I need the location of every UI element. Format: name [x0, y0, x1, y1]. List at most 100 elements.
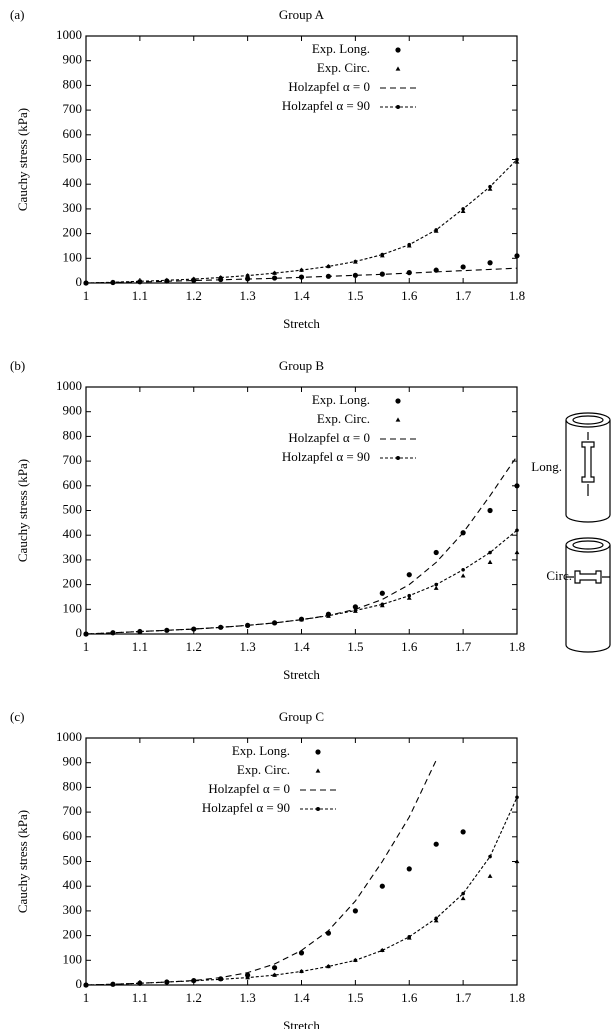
x-tick-label: 1 — [83, 288, 90, 303]
y-tick-label: 1000 — [56, 378, 82, 393]
point — [326, 964, 331, 969]
point — [272, 621, 277, 625]
point — [111, 982, 115, 987]
point — [191, 979, 196, 983]
x-tick-label: 1.4 — [293, 639, 310, 654]
point — [434, 228, 438, 232]
point — [514, 858, 520, 864]
point — [245, 273, 250, 278]
point — [461, 891, 465, 896]
point — [406, 866, 412, 872]
point — [488, 854, 492, 859]
legend-marker — [315, 749, 321, 755]
point — [514, 549, 520, 555]
point — [460, 895, 466, 901]
point — [111, 630, 115, 635]
specimen-circ — [574, 570, 602, 584]
point — [515, 795, 519, 800]
legend-marker — [396, 456, 400, 460]
specimen-diagram: Long. Circ. — [531, 412, 611, 653]
point — [245, 975, 250, 980]
curve — [85, 759, 437, 986]
x-tick-label: 1.4 — [293, 288, 310, 303]
point — [165, 628, 169, 633]
point — [138, 629, 142, 634]
diagram-label: Circ. — [546, 568, 572, 583]
y-tick-label: 800 — [63, 76, 83, 91]
curve — [85, 267, 518, 284]
point — [487, 873, 493, 878]
point — [433, 585, 439, 590]
y-tick-label: 400 — [63, 877, 83, 892]
point — [379, 271, 385, 277]
x-tick-label: 1.5 — [347, 288, 363, 303]
legend-label: Exp. Circ. — [317, 60, 370, 75]
panel-label: (c) — [10, 709, 24, 724]
x-tick-label: 1.2 — [186, 639, 202, 654]
y-tick-label: 600 — [63, 126, 83, 141]
point — [298, 950, 305, 956]
curve — [85, 797, 518, 986]
legend-marker — [395, 417, 401, 422]
point — [487, 559, 493, 564]
point — [245, 623, 250, 628]
point — [111, 280, 115, 285]
point — [433, 918, 439, 923]
point — [84, 281, 88, 285]
cylinder — [565, 545, 611, 653]
y-tick-label: 200 — [63, 225, 83, 240]
point — [460, 208, 466, 213]
legend-label: Exp. Long. — [232, 743, 290, 758]
y-tick-label: 300 — [63, 902, 83, 917]
legend-label: Exp. Circ. — [237, 762, 290, 777]
y-tick-label: 700 — [63, 452, 83, 467]
point — [218, 625, 223, 630]
x-axis-label: Stretch — [283, 1018, 320, 1029]
x-tick-label: 1.6 — [401, 288, 418, 303]
specimen-long — [581, 441, 595, 483]
x-tick-label: 1.8 — [509, 288, 525, 303]
y-tick-label: 400 — [63, 175, 83, 190]
y-tick-label: 900 — [63, 754, 83, 769]
x-tick-label: 1.1 — [132, 639, 148, 654]
y-tick-label: 1000 — [56, 27, 82, 42]
x-tick-label: 1.3 — [240, 639, 256, 654]
x-tick-label: 1.1 — [132, 288, 148, 303]
x-tick-label: 1.3 — [240, 288, 256, 303]
y-tick-label: 700 — [63, 803, 83, 818]
point — [488, 184, 492, 189]
point — [460, 829, 466, 835]
x-tick-label: 1.3 — [240, 990, 256, 1005]
y-tick-label: 600 — [63, 477, 83, 492]
point — [380, 252, 385, 257]
point — [514, 483, 520, 489]
chart-title: Group A — [279, 7, 325, 22]
point — [191, 277, 196, 281]
point — [218, 275, 223, 280]
x-tick-label: 1.6 — [401, 639, 418, 654]
legend-label: Holzapfel α = 0 — [288, 79, 370, 94]
x-tick-label: 1.7 — [455, 990, 472, 1005]
y-tick-label: 200 — [63, 927, 83, 942]
cylinder-hole — [572, 540, 604, 550]
x-axis-label: Stretch — [283, 667, 320, 682]
y-axis-label: Cauchy stress (kPa) — [15, 810, 30, 913]
point — [352, 272, 358, 278]
legend-label: Exp. Long. — [312, 392, 370, 407]
y-tick-label: 500 — [63, 852, 83, 867]
point — [379, 883, 385, 889]
point — [434, 916, 438, 921]
point — [488, 550, 492, 555]
point — [433, 841, 439, 847]
point — [380, 602, 385, 607]
legend-label: Exp. Circ. — [317, 411, 370, 426]
x-tick-label: 1.4 — [293, 990, 310, 1005]
point — [326, 613, 331, 618]
point — [84, 983, 88, 987]
legend-marker — [395, 47, 401, 53]
y-tick-label: 100 — [63, 600, 83, 615]
panel-label: (b) — [10, 358, 25, 373]
point — [460, 573, 466, 578]
x-tick-label: 1 — [83, 990, 90, 1005]
point — [461, 567, 465, 572]
